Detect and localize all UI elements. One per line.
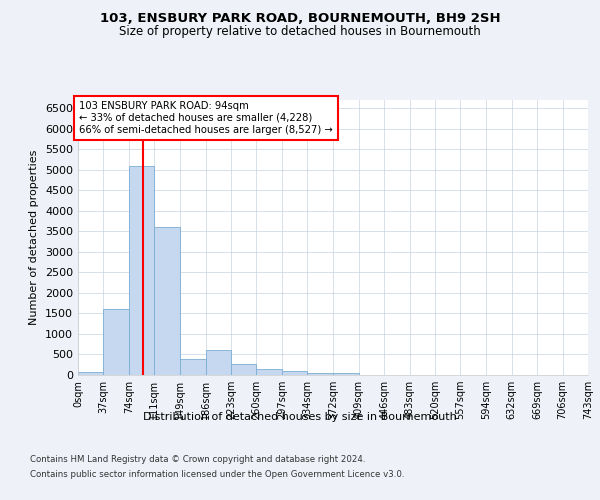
Text: Contains HM Land Registry data © Crown copyright and database right 2024.: Contains HM Land Registry data © Crown c… bbox=[30, 455, 365, 464]
Text: Distribution of detached houses by size in Bournemouth: Distribution of detached houses by size … bbox=[143, 412, 457, 422]
Y-axis label: Number of detached properties: Number of detached properties bbox=[29, 150, 40, 325]
Text: 103 ENSBURY PARK ROAD: 94sqm
← 33% of detached houses are smaller (4,228)
66% of: 103 ENSBURY PARK ROAD: 94sqm ← 33% of de… bbox=[79, 102, 333, 134]
Bar bbox=[154, 227, 180, 375]
Bar bbox=[180, 358, 206, 375]
Bar bbox=[334, 373, 359, 375]
Bar bbox=[282, 371, 307, 375]
Text: Contains public sector information licensed under the Open Government Licence v3: Contains public sector information licen… bbox=[30, 470, 404, 479]
Text: Size of property relative to detached houses in Bournemouth: Size of property relative to detached ho… bbox=[119, 25, 481, 38]
Text: 103, ENSBURY PARK ROAD, BOURNEMOUTH, BH9 2SH: 103, ENSBURY PARK ROAD, BOURNEMOUTH, BH9… bbox=[100, 12, 500, 26]
Bar bbox=[307, 372, 334, 375]
Bar bbox=[78, 372, 103, 375]
Bar bbox=[206, 350, 231, 375]
Bar bbox=[231, 364, 256, 375]
Bar bbox=[256, 368, 282, 375]
Bar bbox=[129, 166, 154, 375]
Bar bbox=[103, 308, 129, 375]
